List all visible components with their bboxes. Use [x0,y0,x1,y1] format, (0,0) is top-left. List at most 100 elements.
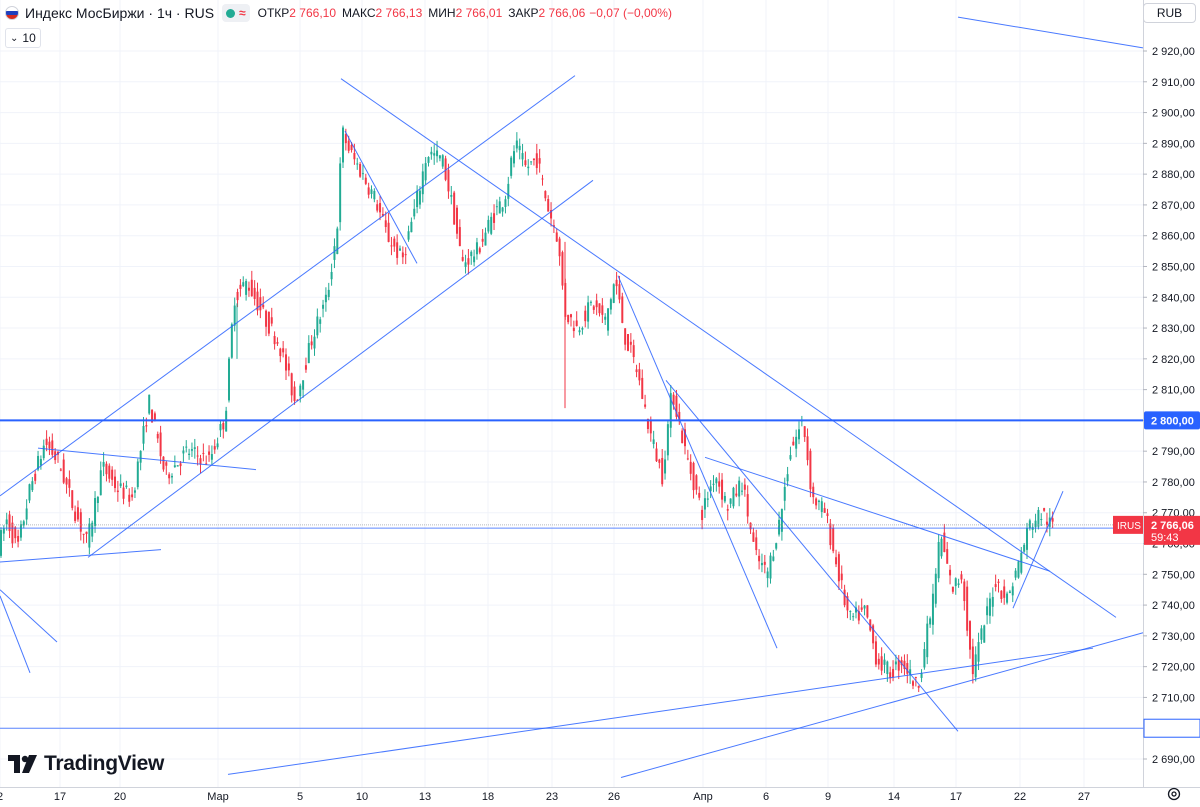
candle-body [792,441,795,446]
candle-body [732,487,735,507]
candle-body [165,462,168,466]
x-tick-label: 18 [482,791,494,803]
candle-body [532,158,535,161]
candle-body [276,342,279,344]
candle-body [8,514,11,532]
candle-body [900,660,903,666]
candle-body [735,493,738,496]
candle-body [501,207,504,212]
candle-body [567,314,570,323]
candle-body [96,496,99,504]
candle-body [817,500,820,503]
candle-body [185,446,188,448]
candle-body [151,409,154,423]
candle-body [943,532,946,553]
candle-body [612,284,615,303]
candle-body [287,363,290,371]
candle-body [803,426,806,438]
candle-body [712,483,715,485]
candle-body [638,369,641,381]
candle-body [19,524,22,538]
countdown-label: 59:43 [1151,532,1179,544]
candle-body [974,654,977,678]
candle-body [330,271,333,280]
y-tick-label: 2 890,00 [1152,138,1195,150]
y-tick-label: 2 740,00 [1152,600,1195,612]
candle-body [336,228,339,255]
candle-body [988,598,991,616]
indicator-toggle[interactable]: ⌄ 10 [5,28,41,48]
settings-button[interactable] [1163,784,1185,804]
x-tick-label: 17 [950,791,962,803]
candle-body [347,140,350,151]
symbol-title[interactable]: Индекс МосБиржи · 1ч · RUS [25,5,215,21]
candle-body [290,373,293,396]
candle-body [966,586,969,631]
candle-body [370,189,373,194]
candle-body [327,289,330,298]
candle-body [490,216,493,234]
candle-body [826,513,829,517]
candle-body [969,621,971,650]
candle-body [361,173,364,175]
candle-body [199,458,202,465]
candle-body [855,607,857,613]
candle-body [618,284,621,300]
trend-line [0,75,576,497]
candle-body [666,424,669,456]
candle-body [510,157,513,176]
level-tag [1143,718,1200,738]
x-tick-label: 14 [888,791,900,803]
candle-body [22,521,25,526]
candle-body [675,395,678,417]
market-status[interactable]: ≈ [222,4,250,22]
candle-body [59,469,62,471]
candle-body [706,498,709,500]
candle-body [51,440,54,455]
trend-lines [0,16,1144,778]
candle-body [741,490,743,492]
candle-body [133,490,136,493]
candle-body [672,394,675,405]
candle-body [148,394,151,414]
candle-body [299,385,302,397]
indicator-value: 10 [22,31,36,45]
close-value: 2 766,06 [538,6,586,20]
candle-body [484,232,487,246]
candle-body [889,672,892,679]
candle-body [396,242,399,258]
candle-body [390,245,393,247]
candle-body [649,420,652,434]
candle-body [342,127,344,163]
candle-body [450,194,453,197]
y-tick-label: 2 820,00 [1152,354,1195,366]
candle-body [552,225,555,227]
candle-body [689,461,692,474]
candle-body [721,479,724,500]
candle-body [239,284,242,289]
candle-body [749,522,752,530]
candle-body [108,465,111,479]
candle-body [25,508,28,520]
candle-body [786,474,789,482]
candle-body [438,155,441,159]
candle-body [829,523,832,546]
y-tick-label: 2 840,00 [1152,292,1195,304]
candle-body [344,134,347,144]
logo-text: TradingView [44,752,165,775]
candle-body [0,530,2,556]
candle-body [661,457,664,485]
candle-body [17,536,20,542]
x-tick-label: 2 [0,791,3,803]
chevron-down-icon: ⌄ [10,32,19,44]
candle-body [85,531,88,535]
currency-button[interactable]: RUB [1143,3,1196,23]
x-tick-label: Мар [207,791,229,803]
x-tick-label: 13 [419,791,431,803]
candle-body [430,151,433,155]
candle-body [125,485,128,488]
candle-body [632,345,635,358]
y-tick-label: 2 790,00 [1152,446,1195,458]
tradingview-logo[interactable]: TradingView [8,752,164,776]
